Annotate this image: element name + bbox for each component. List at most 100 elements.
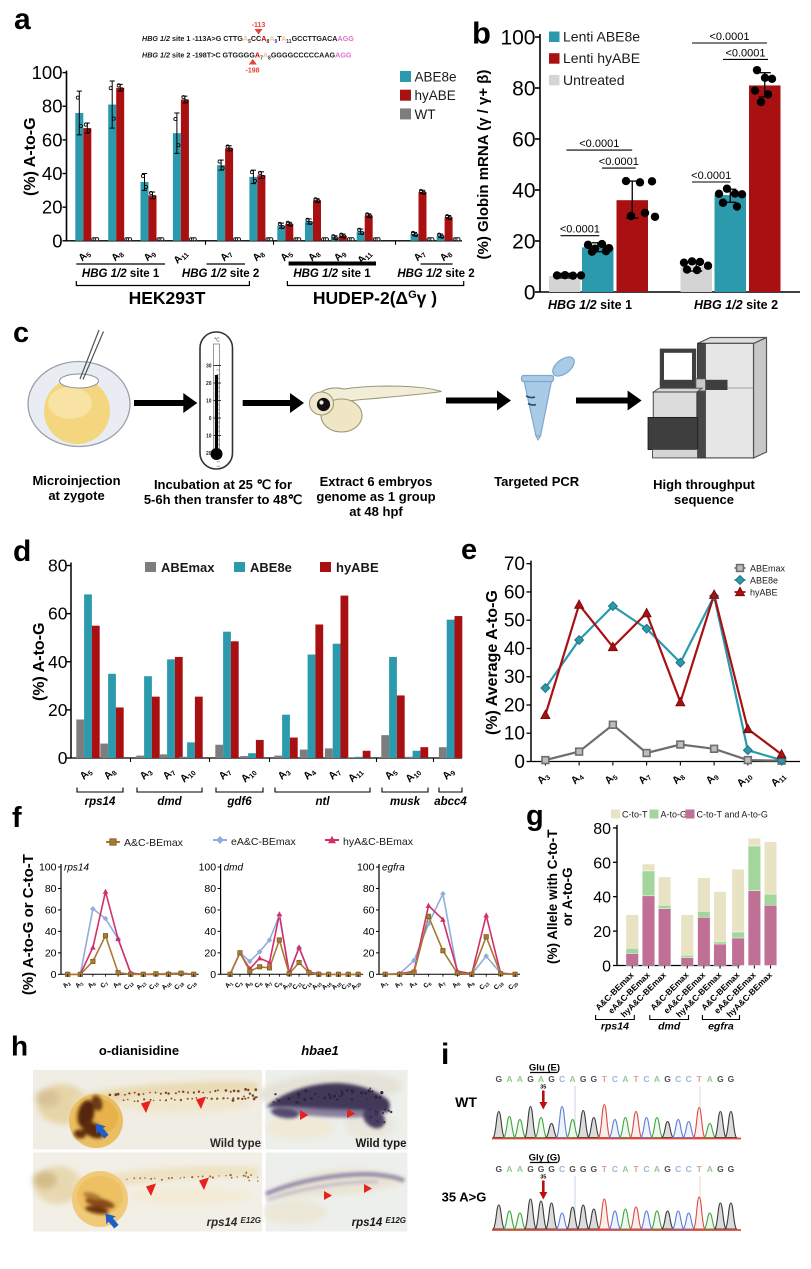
svg-text:HBG 1/2 site 1: HBG 1/2 site 1 <box>82 268 160 280</box>
svg-text:C3: C3 <box>234 979 245 990</box>
svg-text:(%) A-to-G or C-to-T: (%) A-to-G or C-to-T <box>20 854 37 995</box>
svg-text:0: 0 <box>524 282 536 305</box>
svg-text:G: G <box>548 1074 555 1084</box>
svg-text:HBG 1/2 site 2 -198T>C GTGGGGA: HBG 1/2 site 2 -198T>C GTGGGGA7A8GGGGCCC… <box>142 51 352 62</box>
svg-text:A3: A3 <box>393 979 404 990</box>
svg-text:0: 0 <box>210 969 216 981</box>
svg-text:(%) Average A-to-G: (%) Average A-to-G <box>484 590 501 735</box>
svg-text:G: G <box>527 1074 534 1084</box>
svg-text:<0.0001: <0.0001 <box>579 138 619 150</box>
svg-text:80: 80 <box>45 883 57 895</box>
svg-text:T: T <box>697 1164 703 1174</box>
svg-text:or A-to-G: or A-to-G <box>560 867 575 926</box>
svg-text:i: i <box>441 1038 449 1071</box>
svg-text:hyABE: hyABE <box>415 88 456 103</box>
svg-text:<0.0001: <0.0001 <box>599 156 639 168</box>
svg-text:dmd: dmd <box>224 863 244 874</box>
svg-text:100: 100 <box>357 862 375 874</box>
svg-text:gdf6: gdf6 <box>226 796 252 808</box>
svg-text:c: c <box>13 317 29 349</box>
svg-text:60: 60 <box>45 904 57 916</box>
svg-text:80: 80 <box>48 556 68 576</box>
svg-text:ABE8e: ABE8e <box>415 70 457 85</box>
svg-text:A: A <box>538 1074 544 1084</box>
svg-text:A: A <box>707 1074 713 1084</box>
svg-text:ABEmax: ABEmax <box>161 560 215 575</box>
svg-text:G: G <box>580 1164 587 1174</box>
svg-text:30: 30 <box>504 667 525 688</box>
svg-text:rps14: rps14 <box>64 863 89 874</box>
svg-text:A: A <box>506 1164 512 1174</box>
svg-text:80: 80 <box>363 883 375 895</box>
svg-text:(%) A-to-G: (%) A-to-G <box>31 623 48 702</box>
svg-text:G: G <box>495 1074 502 1084</box>
svg-text:sequence: sequence <box>674 492 734 507</box>
svg-text:0: 0 <box>602 959 611 976</box>
svg-text:abcc4: abcc4 <box>434 796 467 808</box>
svg-text:60: 60 <box>504 582 525 603</box>
svg-text:G: G <box>728 1164 735 1174</box>
svg-text:G: G <box>538 1164 545 1174</box>
svg-text:dmd: dmd <box>157 796 182 808</box>
svg-text:20: 20 <box>206 451 212 457</box>
svg-text:Microinjection: Microinjection <box>32 473 120 488</box>
svg-text:e: e <box>461 534 477 566</box>
svg-text:Extract 6 embryos: Extract 6 embryos <box>320 474 433 489</box>
svg-text:HBG 1/2 site 1 -113A>G CTTGA5C: HBG 1/2 site 1 -113A>G CTTGA5CCA8A9TA11G… <box>142 34 354 45</box>
svg-text:100: 100 <box>500 27 535 50</box>
svg-text:A: A <box>506 1074 512 1084</box>
svg-text:G: G <box>569 1164 576 1174</box>
svg-text:100: 100 <box>39 862 57 874</box>
svg-text:Untreated: Untreated <box>563 72 624 88</box>
svg-text:a: a <box>14 3 31 36</box>
svg-text:C9: C9 <box>273 979 284 990</box>
svg-text:10: 10 <box>206 434 212 440</box>
svg-text:(%) Globin mRNA (γ / γ+ β): (%) Globin mRNA (γ / γ+ β) <box>475 70 492 260</box>
svg-text:0: 0 <box>514 752 525 773</box>
svg-text:at zygote: at zygote <box>48 488 104 503</box>
svg-text:35: 35 <box>540 1085 546 1091</box>
svg-text:WT: WT <box>415 107 436 122</box>
svg-text:HBG 1/2 site 1: HBG 1/2 site 1 <box>548 298 632 312</box>
svg-text:C: C <box>559 1164 565 1174</box>
svg-text:80: 80 <box>42 96 63 117</box>
svg-text:ABEmax: ABEmax <box>750 564 786 574</box>
svg-text:HEK293T: HEK293T <box>129 288 206 308</box>
svg-text:WT: WT <box>455 1094 477 1110</box>
svg-text:50: 50 <box>504 611 525 632</box>
svg-text:HBG 1/2 site 2: HBG 1/2 site 2 <box>397 268 474 280</box>
svg-text:(%) Allele with C-to-T: (%) Allele with C-to-T <box>545 829 560 964</box>
svg-text:A: A <box>707 1164 713 1174</box>
svg-text:10: 10 <box>206 399 212 405</box>
svg-text:60: 60 <box>593 855 611 872</box>
svg-text:A6: A6 <box>87 979 98 990</box>
svg-text:A: A <box>622 1164 628 1174</box>
svg-text:60: 60 <box>42 129 63 150</box>
svg-text:rps14: rps14 <box>85 796 116 808</box>
svg-text:80: 80 <box>593 821 611 838</box>
svg-text:HBG 1/2 site 1: HBG 1/2 site 1 <box>293 268 371 280</box>
svg-text:<0.0001: <0.0001 <box>709 31 749 43</box>
svg-text:C: C <box>612 1074 618 1084</box>
svg-text:A: A <box>622 1074 628 1084</box>
svg-text:80: 80 <box>512 78 535 101</box>
svg-text:40: 40 <box>42 163 63 184</box>
svg-text:20: 20 <box>48 700 68 720</box>
svg-text:20: 20 <box>206 381 212 387</box>
svg-text:A7: A7 <box>437 979 448 990</box>
svg-text:T: T <box>602 1074 608 1084</box>
svg-text:dmd: dmd <box>658 1021 681 1033</box>
svg-text:ntl: ntl <box>315 796 330 808</box>
svg-text:60: 60 <box>48 604 68 624</box>
svg-text:Targeted PCR: Targeted PCR <box>494 474 580 489</box>
svg-text:Glu (E): Glu (E) <box>529 1063 560 1074</box>
svg-text:rps14: rps14 <box>601 1021 629 1033</box>
svg-text:G: G <box>664 1164 671 1174</box>
svg-text:HBG 1/2 site 2: HBG 1/2 site 2 <box>182 268 259 280</box>
svg-text:C: C <box>686 1074 692 1084</box>
svg-text:C: C <box>686 1164 692 1174</box>
svg-text:Wild type: Wild type <box>355 1138 406 1150</box>
svg-text:10: 10 <box>504 724 525 745</box>
svg-text:d: d <box>13 535 31 568</box>
svg-text:Wild type: Wild type <box>210 1138 261 1150</box>
